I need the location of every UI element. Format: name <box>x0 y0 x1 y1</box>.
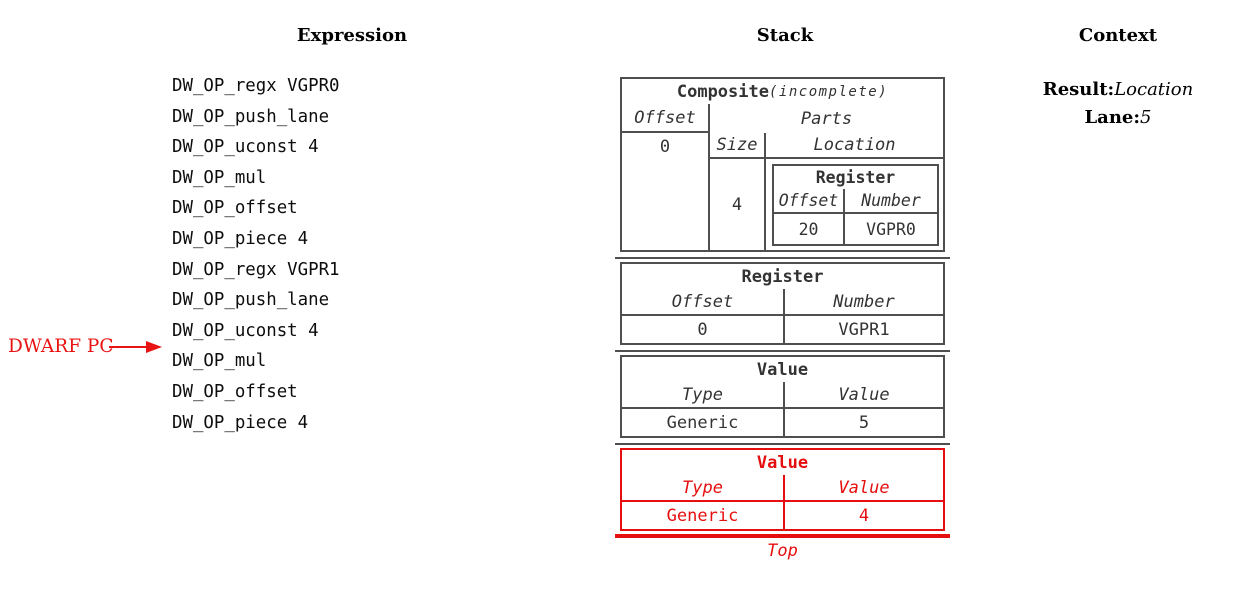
composite-size-value: 4 <box>731 194 743 215</box>
lane-value: 5 <box>1140 106 1152 128</box>
context-lane-line: Lane:5 <box>1018 104 1218 132</box>
register-offset-value: 0 <box>697 319 708 340</box>
result-value: Location <box>1114 79 1194 100</box>
stack-top-double-rule <box>615 534 950 538</box>
expression-item: DW_OP_offset <box>172 381 298 402</box>
stack-column: Composite (incomplete) Offset 0 Parts Siz… <box>615 77 950 561</box>
value-value-value: 5 <box>858 412 870 433</box>
top-value-value-header: Value <box>785 475 943 502</box>
composite-location-header: Location <box>766 133 943 159</box>
nested-register-title: Register <box>815 168 896 187</box>
stack-separator <box>615 443 950 445</box>
value-type-header: Type <box>622 382 783 409</box>
composite-incomplete-flag: (incomplete) <box>768 83 889 100</box>
top-value-type-header: Type <box>622 475 783 502</box>
value-value-header: Value <box>785 382 943 409</box>
dwarf-pc-label: DWARF PC <box>8 336 114 357</box>
expression-item: DW_OP_uconst 4 <box>172 137 319 158</box>
register-number-value: VGPR1 <box>838 319 890 340</box>
expression-column-title: Expression <box>296 25 408 46</box>
top-value-type-value: Generic <box>666 505 739 526</box>
expression-item: DW_OP_mul <box>172 351 267 372</box>
stack-separator <box>615 350 950 352</box>
nested-register-number-header: Number <box>845 189 937 214</box>
register-offset-header: Offset <box>622 289 783 316</box>
top-value-title: Value <box>756 452 809 473</box>
stack-entry-composite: Composite (incomplete) Offset 0 Parts Siz… <box>620 77 945 252</box>
composite-title: Composite (incomplete) <box>622 79 943 104</box>
composite-offset-value: 0 <box>659 136 671 157</box>
value-type-value: Generic <box>666 412 739 433</box>
context-panel: Result:Location Lane:5 <box>1018 76 1218 131</box>
expression-item: DW_OP_regx VGPR0 <box>172 76 340 96</box>
expression-item: DW_OP_push_lane <box>172 106 330 127</box>
context-result-line: Result:Location <box>1018 76 1218 104</box>
stack-entry-value: Value Type Generic Value 5 <box>620 355 945 438</box>
nested-register-offset-header: Offset <box>774 189 843 214</box>
expression-item: DW_OP_mul <box>172 167 267 188</box>
register-title: Register <box>741 266 824 287</box>
expression-item: DW_OP_offset <box>172 198 298 219</box>
result-label: Result: <box>1042 79 1115 100</box>
expression-item: DW_OP_piece 4 <box>172 228 309 249</box>
composite-parts-header: Parts <box>800 108 853 129</box>
composite-title-text: Composite <box>676 81 769 102</box>
top-value-value-value: 4 <box>858 505 870 526</box>
stack-column-title: Stack <box>756 25 814 46</box>
register-number-header: Number <box>785 289 943 316</box>
expression-item: DW_OP_push_lane <box>172 290 330 311</box>
nested-register-number-value: VGPR0 <box>866 219 916 239</box>
value-title: Value <box>756 359 809 380</box>
expression-item: DW_OP_piece 4 <box>172 412 309 433</box>
expression-list: DW_OP_regx VGPR0 DW_OP_push_lane DW_OP_uco… <box>172 71 340 438</box>
nested-register-offset-value: 20 <box>798 219 819 239</box>
expression-item: DW_OP_regx VGPR1 <box>172 259 340 280</box>
stack-entry-register: Register Offset 0 Number VGPR1 <box>620 262 945 345</box>
composite-offset-header: Offset <box>622 104 708 133</box>
expression-item: DW_OP_uconst 4 <box>172 320 319 341</box>
context-column-title: Context <box>1078 25 1158 46</box>
stack-separator <box>615 257 950 259</box>
dwarf-pc-arrow-icon <box>109 341 162 353</box>
nested-register-table: Register Offset 20 Number VGPR0 <box>772 164 939 246</box>
stack-entry-top-value: Value Type Generic Value 4 <box>620 448 945 531</box>
lane-label: Lane: <box>1084 106 1141 128</box>
stack-top-label: Top <box>767 541 798 561</box>
composite-size-header: Size <box>710 133 764 159</box>
